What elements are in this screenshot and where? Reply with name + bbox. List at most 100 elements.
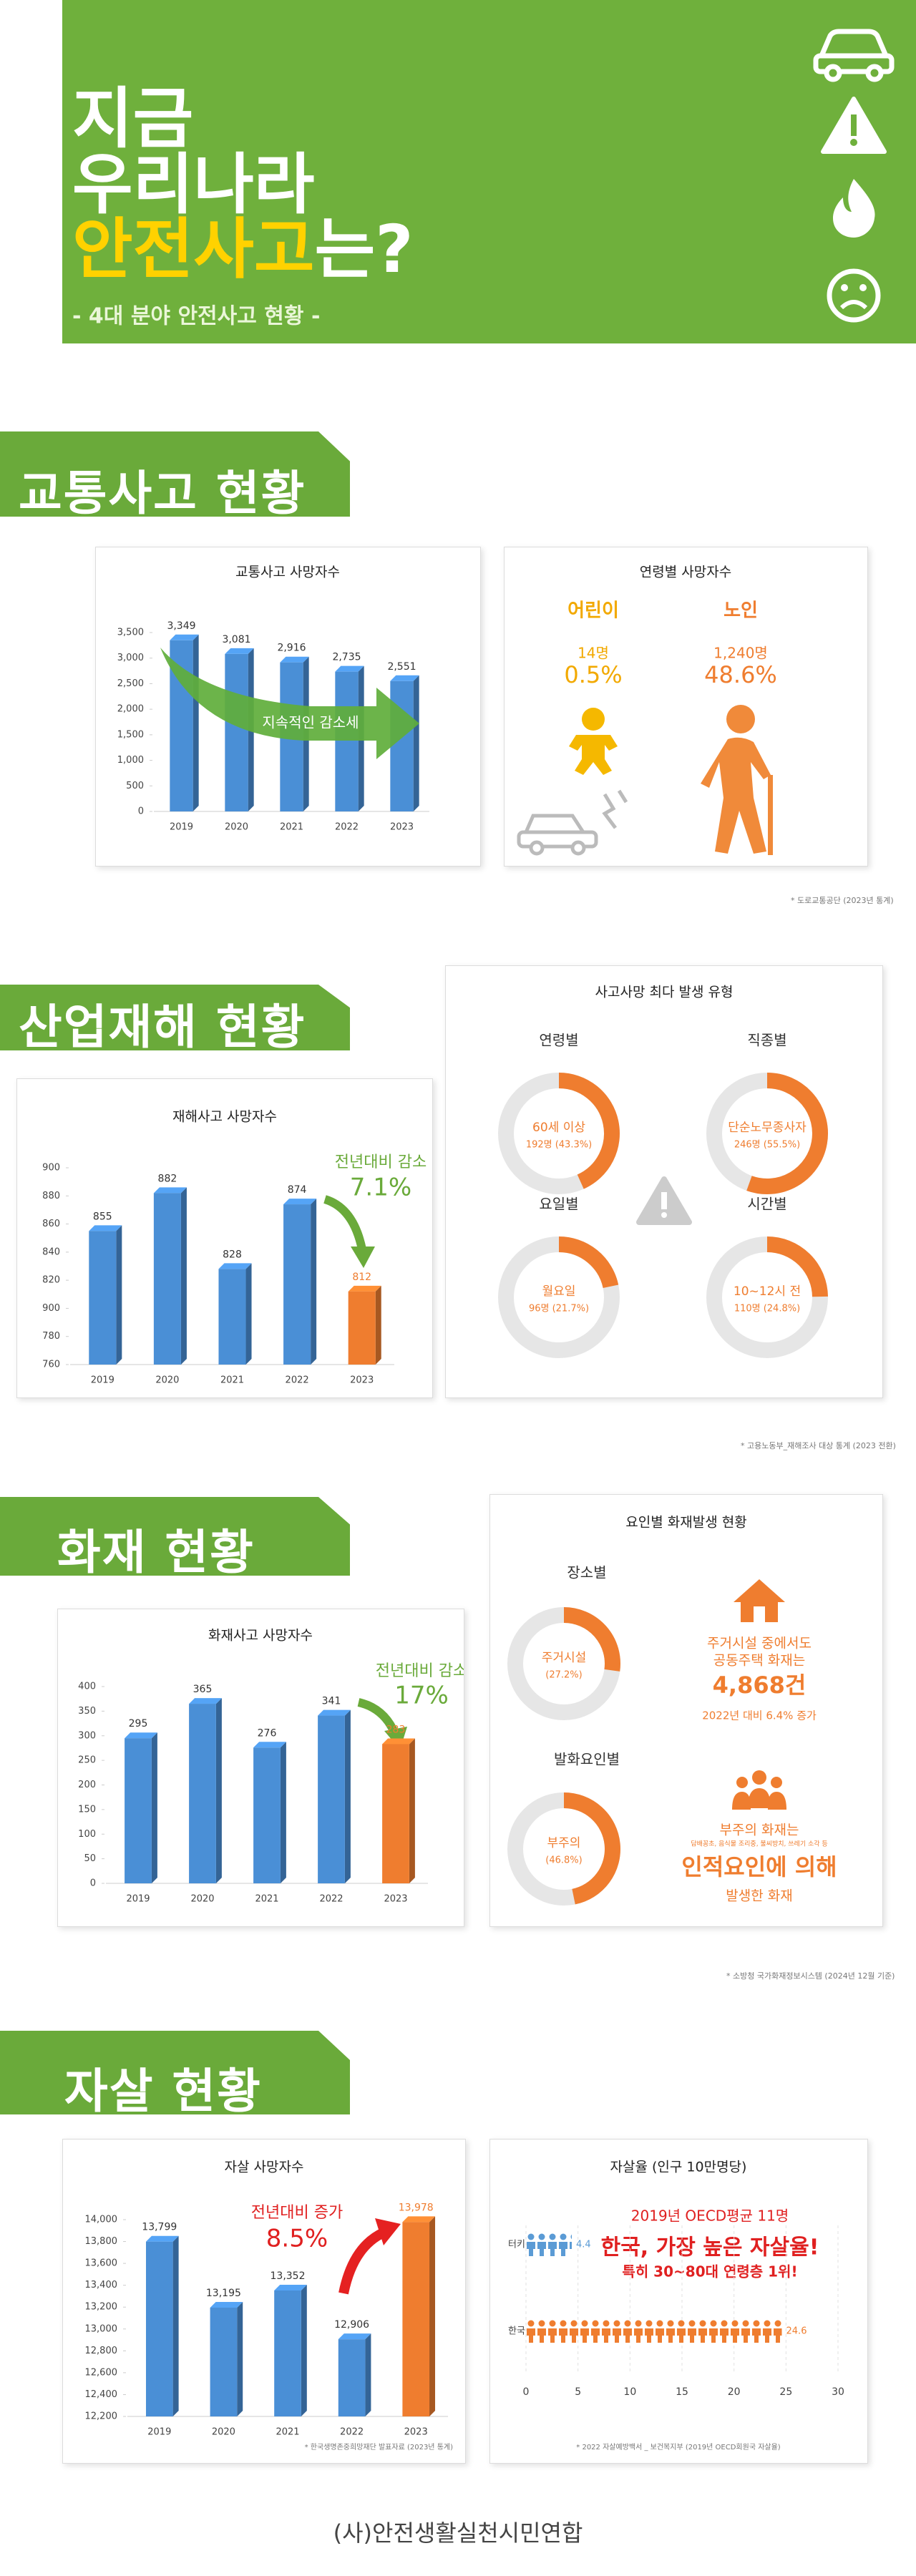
y-tick-label: 12,400 xyxy=(85,2389,118,2400)
donut-label: 주거시설 xyxy=(542,1651,587,1665)
house-door xyxy=(754,1606,765,1622)
value-label: 276 xyxy=(258,1727,277,1739)
group-name: 어린이 xyxy=(567,600,619,622)
person-body xyxy=(741,2328,750,2343)
eye xyxy=(859,284,867,291)
car-icon xyxy=(813,29,895,82)
value-label: 855 xyxy=(93,1211,112,1222)
value-label: 874 xyxy=(288,1184,307,1196)
group-name: 직종별 xyxy=(747,1032,786,1049)
group-share: 0.5% xyxy=(564,661,622,688)
annotation-arrow xyxy=(338,2228,386,2295)
person-head xyxy=(570,2234,572,2240)
source-note: * 고용노동부_재해조사 대상 통계 (2023 전환) xyxy=(741,1441,896,1450)
annotation-value: 7.1% xyxy=(350,1174,411,1202)
chart-title: 재해사고 사망자수 xyxy=(172,1109,277,1125)
baby-body xyxy=(569,735,618,775)
chart-panel: 재해사고 사망자수 전년대비 감소 7.1% 760 780 900 820 840 86… xyxy=(16,1078,433,1398)
car-body xyxy=(523,814,587,834)
bar xyxy=(382,1744,409,1883)
donut-label: 10~12시 전 xyxy=(734,1284,801,1299)
annotation-arrowhead xyxy=(351,1246,375,1268)
person-body xyxy=(720,2328,729,2343)
elder-body xyxy=(701,737,771,854)
donut-detail: (27.2%) xyxy=(545,1670,582,1681)
bar xyxy=(335,671,359,811)
bar xyxy=(348,1291,376,1365)
y-tick-label: 840 xyxy=(42,1246,60,1257)
bar-side xyxy=(301,2285,307,2416)
chart-title: 자살 사망자수 xyxy=(225,2160,304,2175)
x-tick-label: 25 xyxy=(779,2386,792,2398)
bar-top xyxy=(338,2333,371,2340)
bar-side xyxy=(429,2216,436,2416)
bar-top xyxy=(89,1225,122,1231)
bar-side xyxy=(280,1742,286,1883)
y-tick-label: 900 xyxy=(42,1303,60,1314)
warning-dot xyxy=(850,139,857,146)
bar-side xyxy=(409,1738,415,1883)
annotation-value: 17% xyxy=(394,1682,449,1710)
age-panel: 연령별 사망자수 어린이 14명 0.5% 노인 1,240명 48.6% xyxy=(504,547,868,867)
x-tick-label: 2022 xyxy=(286,1375,309,1386)
donut-detail: 110명 (24.8%) xyxy=(734,1304,800,1314)
bar-top xyxy=(253,1742,286,1748)
person-head xyxy=(752,1770,766,1785)
pictogram-row xyxy=(527,2320,782,2343)
y-tick-label: 12,800 xyxy=(85,2346,118,2356)
annotation-arrow xyxy=(323,1195,366,1251)
trend-arrow xyxy=(160,648,419,759)
bar-top xyxy=(170,634,199,640)
bar-top xyxy=(283,1199,317,1205)
car-wheel xyxy=(865,64,884,82)
donut-detail: (46.8%) xyxy=(545,1855,582,1866)
x-tick-label: 2023 xyxy=(350,1375,374,1386)
x-tick-label: 30 xyxy=(832,2386,844,2398)
person-head xyxy=(721,2320,728,2327)
value-label: 13,799 xyxy=(142,2222,177,2233)
warning-dot xyxy=(661,1212,667,1218)
types-panel: 사고사망 최다 발생 유형 연령별 60세 이상 192명 (43.3%) 직종별 단순… xyxy=(445,965,883,1398)
section-tab: 교통사고 현황 xyxy=(0,431,350,517)
bar xyxy=(145,2241,173,2416)
x-tick-label: 5 xyxy=(575,2386,581,2398)
person-body xyxy=(752,2328,761,2343)
person-body xyxy=(709,2328,718,2343)
annotation: 지속적인 감소세 xyxy=(262,714,359,731)
value-label: 341 xyxy=(322,1696,341,1707)
value-label: 295 xyxy=(129,1718,148,1729)
bar-side xyxy=(172,2235,179,2416)
bar xyxy=(390,680,414,811)
bar-top xyxy=(390,675,419,681)
group-share: 48.6% xyxy=(704,661,777,688)
y-tick-label: 400 xyxy=(78,1682,96,1692)
source-note: * 2022 자살예방백서 _ 보건복지부 (2019년 OECD회원국 자살율… xyxy=(576,2443,781,2451)
section-tab: 화재 현황 xyxy=(0,1497,350,1576)
chart: 자살 사망자수 전년대비 증가 8.5% * 한국생명존중희망재단 발표자료 (… xyxy=(85,2160,454,2452)
value-label: 365 xyxy=(193,1684,213,1695)
value-label: 13,978 xyxy=(399,2202,434,2213)
person-head xyxy=(527,2320,535,2327)
y-tick-label: 13,000 xyxy=(85,2323,118,2334)
person-head xyxy=(710,2320,717,2327)
x-tick-label: 2022 xyxy=(340,2427,364,2438)
person-head xyxy=(764,2320,771,2327)
donut-arc xyxy=(563,1792,620,1905)
y-tick-label: 780 xyxy=(42,1331,60,1342)
bar xyxy=(225,653,248,811)
y-tick-label: 860 xyxy=(42,1219,60,1229)
value-label: 3,349 xyxy=(167,620,195,632)
house-icon xyxy=(734,1579,785,1622)
x-tick-label: 2019 xyxy=(170,822,193,833)
baby-icon xyxy=(569,708,618,775)
note: 부주의 화재는 xyxy=(720,1823,799,1838)
warning-mark xyxy=(851,114,857,136)
person-body xyxy=(645,2328,653,2343)
value-label: 13,195 xyxy=(206,2288,241,2299)
rate-panel: 자살율 (인구 10만명당) 2019년 OECD평균 11명 한국, 가장 높… xyxy=(489,2139,868,2464)
person-body xyxy=(580,2328,589,2343)
bar-top xyxy=(210,2301,243,2308)
note: 담배꽁초, 음식물 조리중, 불씨방치, 쓰레기 소각 등 xyxy=(691,1840,827,1848)
title-line: 지금 xyxy=(72,80,193,157)
